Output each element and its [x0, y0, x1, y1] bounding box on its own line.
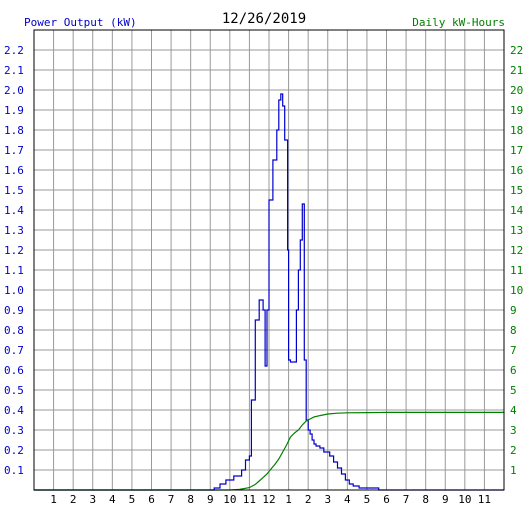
x-tick-label: 11 [243, 493, 256, 506]
left-tick-label: 0.9 [4, 304, 24, 317]
right-tick-label: 5 [510, 384, 517, 397]
right-tick-label: 1 [510, 464, 517, 477]
left-tick-label: 0.6 [4, 364, 24, 377]
series-lines [34, 93, 504, 491]
x-tick-label: 7 [168, 493, 175, 506]
x-tick-label: 5 [364, 493, 371, 506]
right-tick-label: 9 [510, 304, 517, 317]
right-tick-label: 17 [510, 144, 523, 157]
left-tick-label: 1.7 [4, 144, 24, 157]
left-tick-label: 2.0 [4, 84, 24, 97]
left-tick-label: 0.3 [4, 424, 24, 437]
x-tick-label: 4 [344, 493, 351, 506]
left-tick-label: 1.8 [4, 124, 24, 137]
x-tick-label: 10 [223, 493, 236, 506]
left-tick-label: 1.0 [4, 284, 24, 297]
x-tick-label: 6 [148, 493, 155, 506]
x-tick-label: 10 [458, 493, 471, 506]
left-tick-label: 1.2 [4, 244, 24, 257]
x-tick-label: 11 [478, 493, 491, 506]
right-tick-label: 8 [510, 324, 517, 337]
power-output-line [34, 93, 504, 491]
left-tick-label: 1.5 [4, 184, 24, 197]
x-tick-label: 9 [442, 493, 449, 506]
right-tick-label: 4 [510, 404, 517, 417]
right-tick-label: 19 [510, 104, 523, 117]
left-tick-label: 1.3 [4, 224, 24, 237]
x-tick-label: 5 [129, 493, 136, 506]
right-tick-label: 18 [510, 124, 523, 137]
left-tick-label: 2.2 [4, 44, 24, 57]
right-tick-label: 7 [510, 344, 517, 357]
daily-kwh-line [34, 411, 504, 491]
x-tick-label: 8 [187, 493, 194, 506]
right-tick-label: 12 [510, 244, 523, 257]
chart-title: 12/26/2019 [222, 11, 306, 27]
right-tick-label: 3 [510, 424, 517, 437]
right-tick-label: 15 [510, 184, 523, 197]
x-tick-label: 2 [305, 493, 312, 506]
left-axis-label: Power Output (kW) [24, 16, 137, 29]
left-tick-label: 0.7 [4, 344, 24, 357]
right-tick-label: 16 [510, 164, 523, 177]
right-tick-label: 14 [510, 204, 524, 217]
left-tick-label: 0.8 [4, 324, 24, 337]
x-axis-ticks: 1 2 3 4 5 6 7 8 9 10 11 12 1 2 3 4 5 6 7 8 9 10 11 [50, 493, 491, 506]
x-tick-label: 3 [324, 493, 331, 506]
right-tick-label: 13 [510, 224, 523, 237]
x-tick-label: 8 [422, 493, 429, 506]
left-tick-label: 0.2 [4, 444, 24, 457]
plot-frame [33, 29, 505, 491]
x-tick-label: 4 [109, 493, 116, 506]
x-tick-label: 7 [403, 493, 410, 506]
left-tick-label: 0.5 [4, 384, 24, 397]
x-tick-label: 9 [207, 493, 214, 506]
left-tick-label: 1.1 [4, 264, 24, 277]
x-tick-label: 3 [89, 493, 96, 506]
left-tick-label: 0.4 [4, 404, 24, 417]
left-axis-ticks: 0.1 0.2 0.3 0.4 0.5 0.6 0.7 0.8 0.9 1.0 1.1 1.2 1.3 1… [4, 44, 24, 477]
x-tick-label: 1 [285, 493, 292, 506]
right-tick-label: 20 [510, 84, 523, 97]
left-tick-label: 1.6 [4, 164, 24, 177]
x-tick-label: 6 [383, 493, 390, 506]
right-tick-label: 6 [510, 364, 517, 377]
left-tick-label: 1.9 [4, 104, 24, 117]
left-tick-label: 0.1 [4, 464, 24, 477]
right-tick-label: 21 [510, 64, 523, 77]
right-tick-label: 2 [510, 444, 517, 457]
right-tick-label: 10 [510, 284, 523, 297]
left-tick-label: 2.1 [4, 64, 24, 77]
x-tick-label: 2 [70, 493, 77, 506]
x-tick-label: 1 [50, 493, 57, 506]
left-tick-label: 1.4 [4, 204, 24, 217]
right-tick-label: 22 [510, 44, 523, 57]
right-tick-label: 11 [510, 264, 523, 277]
right-axis-label: Daily kW-Hours [412, 16, 505, 29]
x-tick-label: 12 [262, 493, 275, 506]
